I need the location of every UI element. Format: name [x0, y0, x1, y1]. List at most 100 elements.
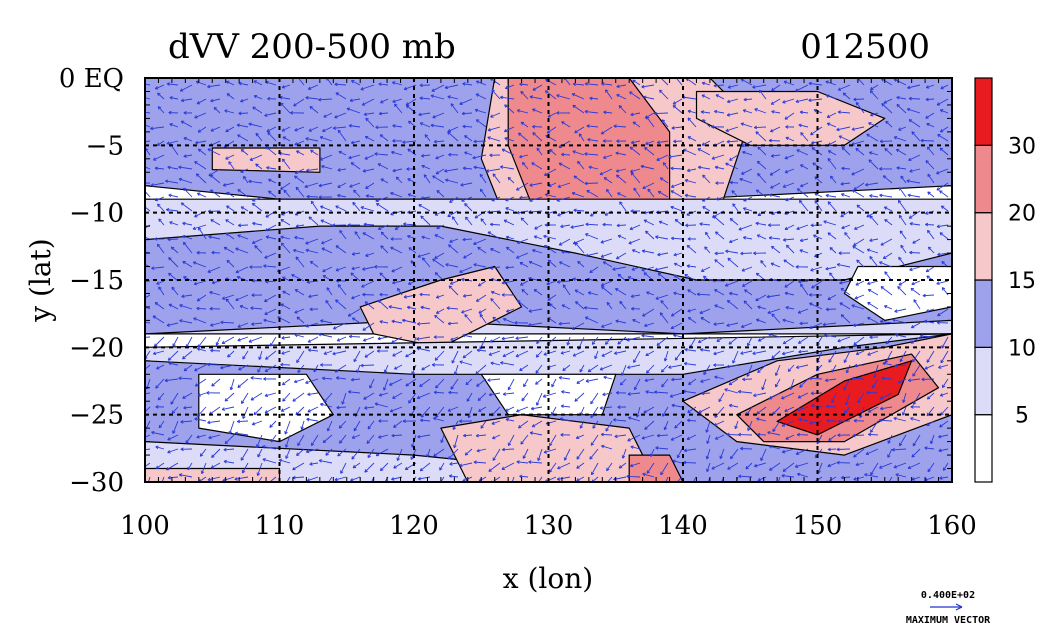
wind-vector-head	[742, 283, 746, 287]
wind-vector-head	[758, 89, 763, 94]
wind-vector	[727, 98, 739, 103]
wind-vector	[352, 202, 361, 212]
wind-vector	[310, 260, 319, 268]
wind-vector-head	[290, 111, 294, 115]
wind-vector-head	[225, 128, 229, 133]
wind-vector	[775, 364, 781, 376]
wind-vector	[478, 476, 487, 482]
wind-vector-head	[757, 432, 761, 437]
wind-vector	[634, 378, 641, 391]
wind-vector-head	[865, 182, 869, 187]
wind-vector	[151, 431, 165, 436]
wind-vector-head	[641, 436, 645, 440]
wind-vector	[234, 476, 249, 480]
wind-vector	[374, 403, 389, 408]
wind-vector-head	[556, 477, 561, 481]
wind-vector	[322, 377, 333, 380]
wind-vector-head	[647, 188, 651, 193]
wind-vector	[647, 188, 655, 198]
wind-vector	[557, 462, 571, 470]
wind-vector	[881, 103, 893, 114]
wind-vector-head	[837, 338, 841, 343]
wind-vector	[908, 119, 921, 128]
wind-vector	[893, 417, 907, 422]
wind-vector-head	[864, 473, 868, 477]
wind-vector	[910, 336, 921, 344]
wind-vector	[375, 196, 389, 202]
wind-vector-head	[800, 132, 804, 136]
wind-vector-head	[402, 419, 406, 423]
wind-vector-head	[435, 295, 440, 299]
wind-vector	[477, 392, 487, 401]
wind-vector	[523, 378, 529, 387]
wind-vector	[269, 336, 277, 347]
wind-vector	[268, 178, 277, 184]
wind-vector	[150, 182, 165, 186]
wind-vector	[613, 125, 627, 128]
wind-vector-head	[294, 289, 299, 293]
wind-vector-head	[757, 305, 761, 310]
wind-vector-head	[155, 445, 159, 450]
wind-vector-head	[744, 289, 748, 293]
wind-vector-head	[405, 104, 410, 109]
wind-vector-head	[193, 317, 197, 321]
wind-vector-head	[380, 100, 384, 104]
wind-vector-head	[926, 422, 930, 427]
wind-vector	[479, 173, 487, 184]
wind-vector	[724, 388, 739, 394]
wind-vector-head	[632, 79, 636, 84]
wind-vector	[671, 308, 683, 317]
wind-vector	[473, 238, 487, 245]
wind-vector-head	[505, 198, 509, 202]
wind-vector	[851, 377, 865, 380]
wind-vector	[702, 206, 711, 212]
wind-vector-head	[768, 236, 772, 240]
wind-vector	[700, 349, 711, 352]
wind-vector-head	[280, 219, 284, 223]
wind-vector-head	[253, 411, 258, 416]
wind-vector-head	[364, 469, 368, 473]
wind-vector-head	[768, 223, 772, 227]
wind-vector-head	[808, 376, 812, 381]
wind-vector	[520, 90, 529, 100]
wind-vector	[164, 378, 179, 382]
wind-vector-head	[573, 208, 577, 213]
wind-vector-head	[206, 362, 210, 367]
wind-vector-head	[927, 246, 932, 251]
wind-vector-head	[912, 373, 916, 377]
wind-vector	[939, 232, 949, 240]
wind-vector	[480, 218, 487, 226]
wind-vector-head	[700, 110, 705, 114]
wind-vector-head	[268, 190, 272, 194]
wind-vector	[389, 378, 403, 386]
wind-vector-head	[830, 175, 834, 180]
wind-vector	[601, 322, 613, 328]
wind-vector-head	[771, 355, 775, 359]
wind-vector	[926, 420, 935, 426]
wind-vector-head	[389, 382, 393, 386]
wind-vector	[936, 182, 949, 191]
wind-vector-head	[752, 85, 756, 89]
wind-vector	[627, 392, 641, 395]
wind-vector-head	[376, 349, 380, 353]
wind-vector	[800, 283, 809, 296]
wind-vector	[768, 140, 781, 142]
wind-vector-head	[514, 321, 518, 325]
wind-vector	[771, 245, 781, 254]
wind-vector	[338, 420, 347, 429]
wind-vector-head	[546, 281, 550, 286]
wind-vector-head	[350, 140, 355, 145]
wind-vector	[335, 92, 347, 100]
wind-vector	[145, 111, 151, 114]
wind-vector	[926, 308, 935, 312]
wind-vector-head	[601, 353, 605, 357]
wind-vector-head	[335, 245, 340, 249]
wind-vector-head	[309, 260, 314, 265]
wind-vector	[841, 193, 851, 198]
wind-vector	[599, 406, 613, 409]
wind-vector	[223, 460, 235, 464]
wind-vector-head	[515, 336, 519, 341]
wind-vector-head	[366, 440, 370, 444]
wind-vector-head	[453, 371, 458, 376]
wind-vector-head	[641, 333, 645, 338]
